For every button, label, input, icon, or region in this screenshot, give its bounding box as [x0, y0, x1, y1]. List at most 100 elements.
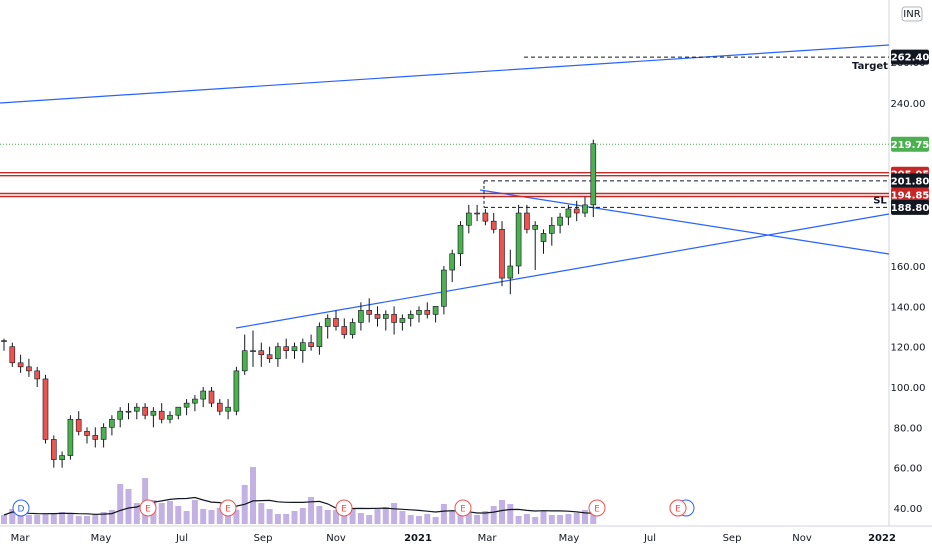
volume-bar: [208, 510, 215, 524]
candle-down: [17, 362, 24, 368]
volume-bar: [84, 516, 90, 524]
x-tick-label: Mar: [478, 533, 498, 544]
x-tick-label: Sep: [254, 533, 273, 544]
volume-bar: [216, 508, 223, 524]
candle-down: [308, 342, 314, 347]
volume-bar: [158, 503, 165, 524]
upper-trend-line[interactable]: [0, 44, 890, 104]
price-tag-value: 219.75: [891, 140, 930, 151]
price-tag-value: 194.85: [891, 190, 930, 201]
event-marker[interactable]: D: [12, 499, 30, 517]
volume-bar: [17, 514, 24, 524]
volume-bar: [250, 467, 256, 524]
x-tick-label: May: [91, 533, 112, 544]
candle-up: [441, 269, 447, 307]
volume-bar: [42, 514, 49, 524]
y-tick-label: 40.00: [894, 504, 923, 515]
volume-bar: [274, 514, 281, 524]
drawings[interactable]: [0, 44, 890, 329]
volume-bar: [324, 510, 331, 524]
candle-up: [432, 306, 439, 315]
volume-bar: [291, 511, 298, 524]
volume-bar: [67, 514, 74, 524]
event-marker[interactable]: E: [139, 499, 157, 517]
volume-ma-line: [3, 496, 594, 516]
volume-bar: [465, 513, 472, 524]
volume-bar: [424, 514, 431, 524]
volume-bar: [75, 516, 82, 524]
candle-down: [391, 314, 397, 323]
y-tick-label: 240.00: [891, 99, 926, 110]
x-tick-label: Mar: [11, 533, 31, 544]
price-tag: 188.80: [891, 199, 929, 215]
event-marker[interactable]: E: [454, 499, 472, 517]
volume-bar: [266, 509, 273, 524]
currency-badge[interactable]: INR: [901, 6, 923, 22]
event-markers[interactable]: DEEEEEEE: [12, 499, 695, 517]
volume-bar: [357, 513, 364, 524]
candle-up: [399, 318, 406, 323]
volume-bar: [125, 489, 132, 524]
event-marker[interactable]: E: [335, 499, 353, 517]
event-marker[interactable]: E: [219, 499, 237, 517]
candle-down: [75, 418, 82, 432]
x-tick-label: Jul: [643, 533, 656, 544]
event-letter: E: [341, 505, 347, 515]
price-tag: 262.40: [891, 49, 930, 65]
volume-bar: [308, 497, 315, 524]
candle-down: [42, 378, 49, 440]
event-letter: E: [675, 505, 681, 515]
volume-bar: [515, 516, 522, 524]
x-tick-label: Nov: [326, 533, 346, 544]
event-marker[interactable]: E: [669, 499, 687, 517]
x-tick-label: Jul: [175, 533, 188, 544]
y-tick-label: 100.00: [891, 383, 926, 394]
volume-bar: [391, 503, 398, 524]
candle-down: [374, 314, 381, 319]
candle-up: [1, 340, 7, 342]
candle-down: [84, 431, 90, 436]
volume-bar: [25, 515, 32, 524]
candle-up: [532, 224, 539, 230]
candle-down: [524, 212, 530, 230]
price-tag: 219.75: [891, 136, 930, 152]
volume-bar: [416, 516, 422, 524]
event-letter: E: [145, 505, 151, 515]
candle-down: [217, 402, 223, 412]
support-trend-line[interactable]: [235, 213, 890, 329]
event-letter: D: [18, 505, 25, 515]
volume-moving-average: [3, 496, 594, 516]
volume-bar: [258, 503, 265, 524]
descending-trend-line[interactable]: [479, 189, 890, 255]
price-tag: 194.85: [891, 187, 930, 203]
candle-up: [275, 346, 281, 360]
volume-bar: [50, 513, 57, 524]
volume-bar: [92, 514, 99, 524]
x-tick-label: 2022: [868, 533, 896, 544]
price-tag-note: Target: [852, 61, 888, 72]
candle-up: [109, 418, 115, 428]
x-tick-label: May: [559, 533, 580, 544]
candle-up: [324, 318, 331, 327]
candle-down: [341, 326, 348, 335]
candle-up: [125, 410, 132, 413]
candle-up: [117, 410, 123, 420]
volume-bar: [133, 503, 140, 524]
price-tag-value: 262.40: [891, 53, 930, 64]
event-marker[interactable]: E: [588, 499, 606, 517]
candle-down: [142, 406, 148, 416]
y-tick-label: 160.00: [891, 262, 926, 273]
volume-bar: [374, 509, 381, 524]
volume-bar: [565, 514, 572, 524]
candle-up: [250, 350, 256, 353]
candles: [1, 139, 597, 468]
x-tick-label: Sep: [723, 533, 742, 544]
y-tick-label: 80.00: [894, 423, 923, 434]
volume-bar: [333, 510, 339, 524]
price-scale[interactable]: [889, 0, 932, 550]
candle-up: [233, 370, 240, 412]
candle-down: [573, 208, 580, 214]
volume-bar: [590, 508, 597, 524]
candle-up: [416, 310, 422, 315]
